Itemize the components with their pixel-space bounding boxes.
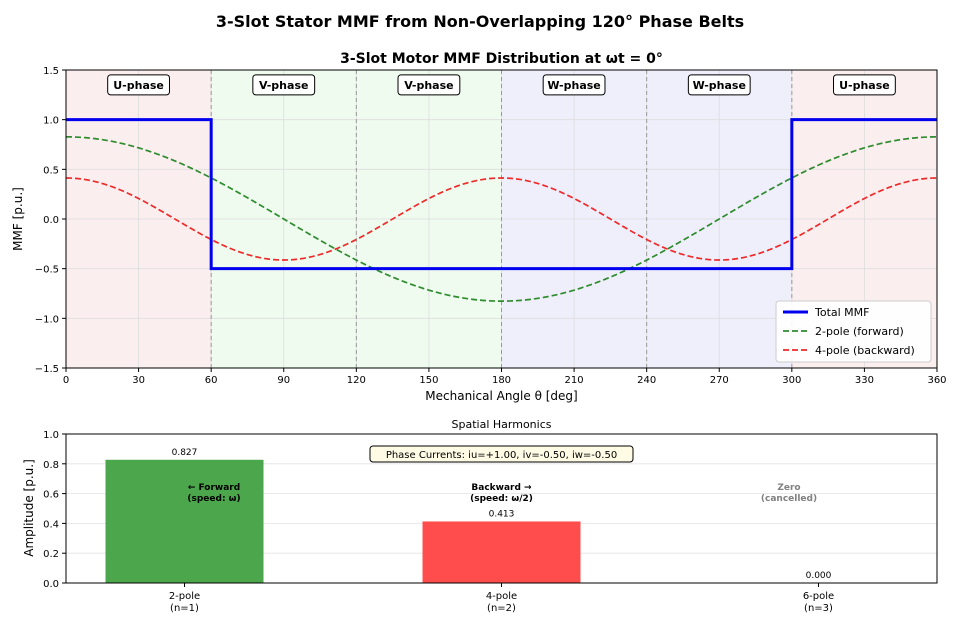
mmf-y-tick-label-6: 1.5 — [43, 66, 59, 77]
phase-label-1: V-phase — [259, 79, 308, 92]
harmonic-annotation-sub-1: (speed: ω) — [187, 494, 240, 504]
phase-label-box-4 — [687, 74, 751, 96]
mmf-x-tick-label-240: 240 — [637, 375, 656, 386]
harmonic-annotation-1: ← Forward — [188, 483, 240, 493]
harmonic-bar-1 — [105, 459, 264, 583]
phase-label-box-3 — [542, 74, 606, 96]
phase-currents-box-frame — [369, 445, 634, 463]
series-2-pole-forward-line — [65, 136, 938, 303]
mmf-x-tick-label-360: 360 — [927, 375, 946, 386]
harmonics-y-tick-label-2: 0.4 — [43, 519, 59, 530]
harmonic-bar-value-3: 0.000 — [806, 571, 832, 581]
legend-box — [775, 300, 932, 363]
harmonic-bar-value-1: 0.827 — [172, 448, 198, 458]
mmf-chart-title: 3-Slot Motor MMF Distribution at ωt = 0° — [340, 51, 663, 67]
harmonic-annotation-sub-3: (cancelled) — [761, 494, 817, 504]
mmf-x-tick-label-120: 120 — [347, 375, 366, 386]
legend-4-pole-label: 4-pole (backward) — [815, 344, 915, 357]
harmonics-y-tick-label-3: 0.6 — [43, 490, 59, 501]
phase-label-4: W-phase — [693, 79, 746, 92]
mmf-x-tick-label-90: 90 — [277, 375, 290, 386]
mmf-y-tick-label-4: 0.5 — [43, 165, 59, 176]
mmf-x-tick-label-0: 0 — [63, 375, 69, 386]
mmf-legend: Total MMF 2-pole (forward) 4-pole (backw… — [775, 300, 932, 363]
mmf-x-tick-label-270: 270 — [710, 375, 729, 386]
phase-currents-box: Phase Currents: iu=+1.00, iv=-0.50, iw=-… — [369, 445, 634, 463]
mmf-x-tick-label-300: 300 — [782, 375, 801, 386]
phase-label-box-1 — [252, 74, 316, 96]
mmf-x-tick-label-210: 210 — [565, 375, 584, 386]
harmonic-annotation-3: Zero — [777, 483, 800, 493]
legend-total-mmf-label: Total MMF — [814, 306, 870, 319]
phase-currents-text: Phase Currents: iu=+1.00, iv=-0.50, iw=-… — [386, 450, 617, 461]
harmonics-x-tick-sublabel-0: (n=1) — [170, 603, 199, 614]
harmonics-x-tick-sublabel-1: (n=2) — [487, 603, 516, 614]
mmf-x-tick-label-60: 60 — [205, 375, 218, 386]
phase-label-box-0 — [107, 74, 170, 96]
phase-label-0: U-phase — [113, 79, 164, 92]
harmonics-x-tick-label-2: 6-pole — [803, 591, 834, 602]
harmonics-x-tick-sublabel-2: (n=3) — [804, 603, 833, 614]
figure-suptitle: 3-Slot Stator MMF from Non-Overlapping 1… — [216, 12, 744, 31]
phase-label-3: W-phase — [547, 79, 600, 92]
mmf-y-tick-label-5: 1.0 — [43, 116, 59, 127]
mmf-y-tick-label-0: −1.5 — [35, 364, 59, 375]
mmf-distribution-chart: U-phase V-phase V-phase W-phase W-phase U-pha… — [11, 51, 947, 403]
series-total-mmf-line — [66, 118, 937, 271]
harmonics-x-tick-label-1: 4-pole — [486, 591, 517, 602]
harmonics-y-tick-label-1: 0.2 — [43, 549, 59, 560]
mmf-y-tick-label-1: −1.0 — [35, 314, 59, 325]
harmonics-x-tick-label-0: 2-pole — [169, 591, 200, 602]
harmonics-y-tick-label-0: 0.0 — [43, 579, 59, 590]
mmf-x-tick-label-30: 30 — [132, 375, 145, 386]
legend-2-pole-label: 2-pole (forward) — [815, 325, 904, 338]
harmonics-y-axis-label: Amplitude [p.u.] — [22, 459, 36, 557]
mmf-x-axis-label: Mechanical Angle θ [deg] — [425, 389, 577, 403]
mmf-y-axis-label: MMF [p.u.] — [11, 187, 25, 251]
phase-label-box-2 — [397, 74, 461, 96]
mmf-x-tick-label-330: 330 — [855, 375, 874, 386]
mmf-y-tick-label-2: −0.5 — [35, 265, 59, 276]
harmonics-y-tick-label-5: 1.0 — [43, 430, 59, 441]
phase-label-2: V-phase — [404, 79, 453, 92]
harmonic-annotation-sub-2: (speed: ω/2) — [470, 494, 533, 504]
harmonics-chart-title: Spatial Harmonics — [452, 418, 552, 431]
phase-label-box-5 — [833, 74, 896, 96]
phase-label-5: U-phase — [839, 79, 890, 92]
mmf-x-tick-label-150: 150 — [419, 375, 438, 386]
mmf-x-tick-label-180: 180 — [492, 375, 511, 386]
mmf-y-tick-label-3: 0.0 — [43, 215, 59, 226]
harmonic-annotation-2: Backward → — [471, 483, 532, 493]
harmonic-bar-2 — [422, 521, 581, 583]
harmonics-y-tick-label-4: 0.8 — [43, 460, 59, 471]
harmonic-bar-value-2: 0.413 — [489, 509, 515, 519]
spatial-harmonics-chart: 0.827 0.413 0.000 0.0 0.2 0.4 0.6 0.8 1.0 2-pole… — [22, 418, 938, 614]
